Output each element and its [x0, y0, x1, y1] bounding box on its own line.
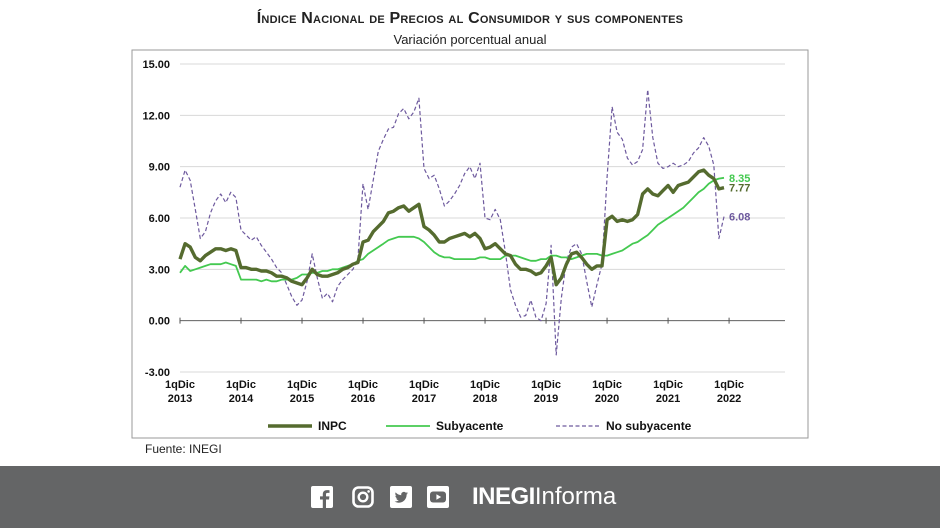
end-labels: 7.778.35 6.08 [729, 173, 750, 224]
footer-bar: INEGIInforma [0, 466, 940, 528]
x-tick-label-period: 1qDic [531, 379, 561, 391]
y-tick-label: -3.00 [145, 367, 170, 379]
y-axis-ticks: 15.00 12.00 9.00 6.00 3.00 0.00 -3.00 [142, 59, 170, 379]
x-tick-label-year: 2017 [412, 393, 436, 405]
legend-label: No subyacente [606, 419, 692, 433]
x-tick-label-year: 2019 [534, 393, 558, 405]
end-label: 7.77 [729, 183, 750, 195]
y-tick-label: 6.00 [149, 213, 170, 225]
x-tick-label-period: 1qDic [714, 379, 744, 391]
y-tick-label: 9.00 [149, 162, 170, 174]
chart-title: Índice Nacional de Precios al Consumidor… [256, 10, 684, 27]
x-axis-ticks: 1qDic 2013 1qDic 2014 1qDic 2015 1qDic 2016 1qDi… [165, 317, 744, 405]
x-tick-label-period: 1qDic [226, 379, 256, 391]
x-tick-label-period: 1qDic [592, 379, 622, 391]
end-label: 6.08 [729, 212, 750, 224]
x-tick-label-year: 2018 [473, 393, 497, 405]
x-tick-label-year: 2020 [595, 393, 619, 405]
x-tick-label-period: 1qDic [653, 379, 683, 391]
x-tick-label-year: 2015 [290, 393, 314, 405]
x-tick-label-year: 2022 [717, 393, 741, 405]
y-tick-label: 12.00 [142, 110, 170, 122]
facebook-icon[interactable] [311, 486, 333, 508]
legend: INPC Subyacente No subyacente [268, 419, 692, 433]
brand-light-text: Informa [534, 483, 617, 510]
x-tick-label-period: 1qDic [470, 379, 500, 391]
legend-label: Subyacente [436, 419, 504, 433]
x-tick-label-year: 2013 [168, 393, 192, 405]
x-tick-label-year: 2016 [351, 393, 375, 405]
x-tick-label-period: 1qDic [409, 379, 439, 391]
series-lines [178, 89, 725, 356]
instagram-icon[interactable] [352, 486, 374, 508]
x-tick-label-period: 1qDic [287, 379, 317, 391]
inegi-informa-logo: INEGIInforma [472, 484, 616, 510]
brand-bold-text: INEGI [472, 483, 535, 510]
y-tick-label: 0.00 [149, 316, 170, 328]
source-note: Fuente: INEGI [145, 442, 222, 456]
legend-label: INPC [318, 419, 347, 433]
x-tick-label-year: 2014 [229, 393, 254, 405]
x-tick-label-year: 2021 [656, 393, 680, 405]
series-line-no-subyacente [179, 89, 725, 356]
y-tick-label: 15.00 [142, 59, 170, 71]
x-tick-label-period: 1qDic [165, 379, 195, 391]
twitter-icon[interactable] [390, 486, 412, 508]
series-line-subyacente [179, 176, 725, 283]
y-tick-label: 3.00 [149, 264, 170, 276]
end-label: 8.35 [729, 173, 750, 185]
chart-frame [131, 49, 809, 439]
x-tick-label-period: 1qDic [348, 379, 378, 391]
grid-lines [180, 63, 785, 373]
chart-subtitle: Variación porcentual anual [393, 32, 547, 47]
line-chart: 15.00 12.00 9.00 6.00 3.00 0.00 -3.00 1qDic 201… [131, 49, 809, 439]
series-line-inpc [178, 168, 725, 287]
youtube-icon[interactable] [427, 486, 449, 508]
